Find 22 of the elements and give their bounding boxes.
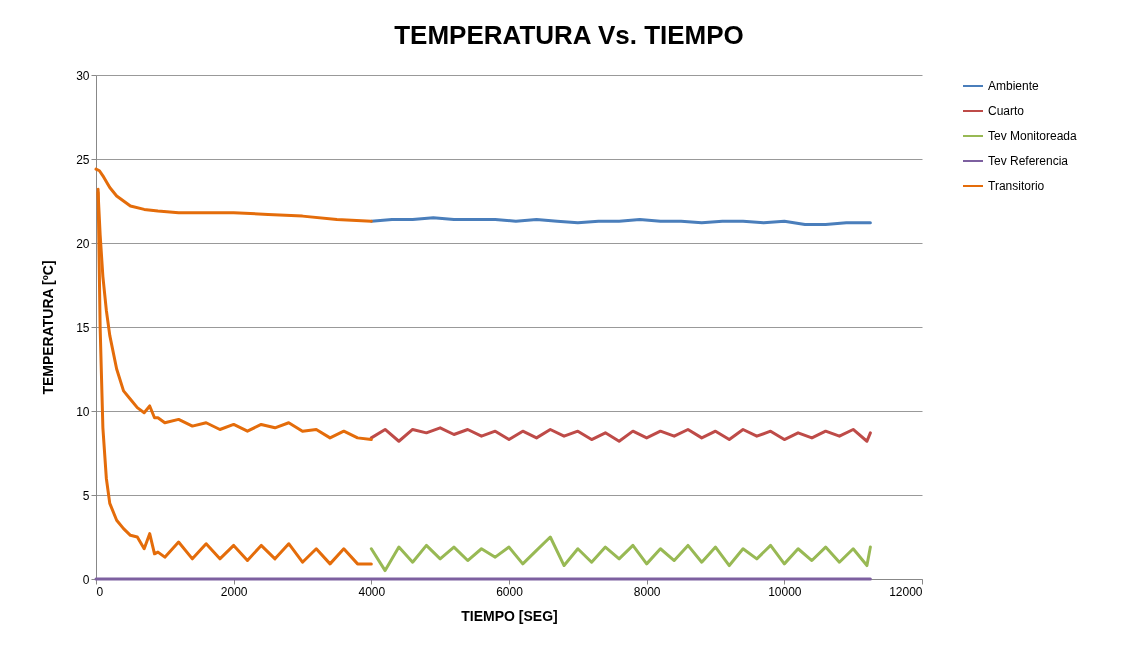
x-tick-label: 6000 — [496, 584, 524, 599]
x-tick-label: 10000 — [768, 584, 802, 599]
chart-title: TEMPERATURA Vs. TIEMPO — [394, 20, 744, 50]
x-axis-title: TIEMPO [SEG] — [461, 607, 558, 624]
legend-label: Transitorio — [988, 179, 1045, 193]
y-tick-label: 20 — [76, 236, 90, 251]
y-tick-label: 15 — [76, 320, 90, 335]
x-tick-label: 8000 — [633, 584, 661, 599]
y-tick-label: 30 — [76, 68, 90, 83]
x-tick-label: 0 — [96, 584, 104, 599]
y-tick-label: 5 — [82, 488, 90, 503]
x-tick-label: 2000 — [220, 584, 248, 599]
legend-label: Cuarto — [988, 104, 1025, 118]
legend-label: Ambiente — [988, 79, 1040, 93]
x-tick-label: 12000 — [889, 584, 923, 599]
legend-label: Tev Monitoreada — [988, 129, 1078, 143]
y-axis-title: TEMPERATURA [ºC] — [40, 260, 57, 395]
y-tick-label: 10 — [76, 404, 90, 419]
x-tick-label: 4000 — [358, 584, 386, 599]
y-tick-label: 25 — [76, 152, 90, 167]
y-tick-label: 0 — [82, 572, 90, 587]
legend-label: Tev Referencia — [988, 154, 1069, 168]
